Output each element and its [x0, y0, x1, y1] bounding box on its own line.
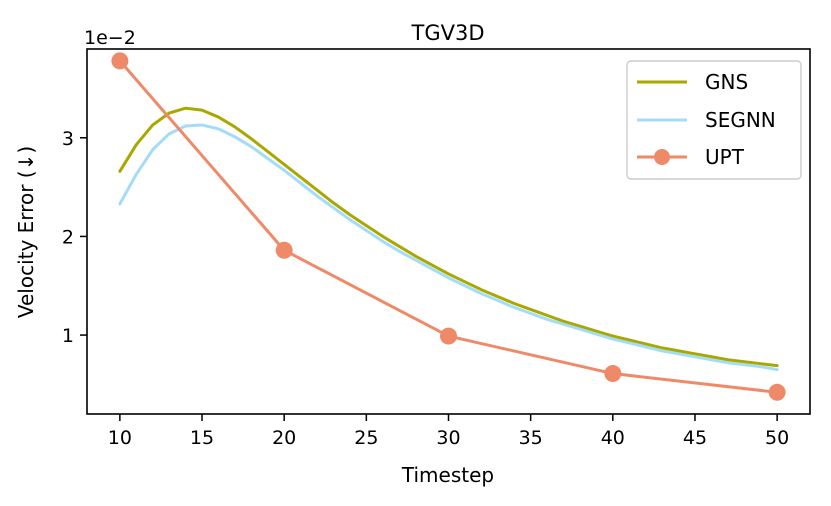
- series-line-segnn: [118, 123, 779, 372]
- data-point-upt: [111, 52, 129, 70]
- y-scale-label: 1e−2: [84, 27, 136, 49]
- x-tick-label: 40: [601, 427, 625, 449]
- legend-label-gns: GNS: [705, 70, 748, 94]
- x-tick-label: 25: [354, 427, 378, 449]
- chart-title: TGV3D: [411, 21, 485, 45]
- x-tick-label: 30: [436, 427, 460, 449]
- series-line-gns: [118, 106, 779, 368]
- x-tick-label: 15: [190, 427, 214, 449]
- axis-ticks: 10 15 20 25 30 35 40 45 50 1 2 3: [62, 128, 789, 449]
- x-tick-label: 10: [108, 427, 132, 449]
- data-point-upt: [275, 241, 293, 259]
- y-tick-label: 2: [62, 226, 74, 248]
- x-axis-label: Timestep: [401, 463, 494, 487]
- plot-frame: [86, 48, 811, 415]
- x-tick-label: 20: [272, 427, 296, 449]
- y-axis-label: Velocity Error (↓): [14, 146, 38, 318]
- legend-marker-upt: [654, 149, 670, 165]
- legend-label-segnn: SEGNN: [705, 108, 776, 132]
- data-point-upt: [768, 383, 786, 401]
- data-point-upt: [440, 327, 457, 345]
- plot-series: [111, 52, 786, 401]
- legend: GNS SEGNN UPT: [626, 60, 802, 180]
- y-tick-label: 3: [62, 128, 74, 150]
- y-tick-label: 1: [62, 325, 74, 347]
- legend-frame: [626, 60, 802, 180]
- x-tick-label: 35: [519, 427, 543, 449]
- x-tick-label: 45: [683, 427, 707, 449]
- legend-label-upt: UPT: [705, 145, 745, 169]
- x-tick-label: 50: [765, 427, 789, 449]
- data-point-upt: [604, 365, 622, 383]
